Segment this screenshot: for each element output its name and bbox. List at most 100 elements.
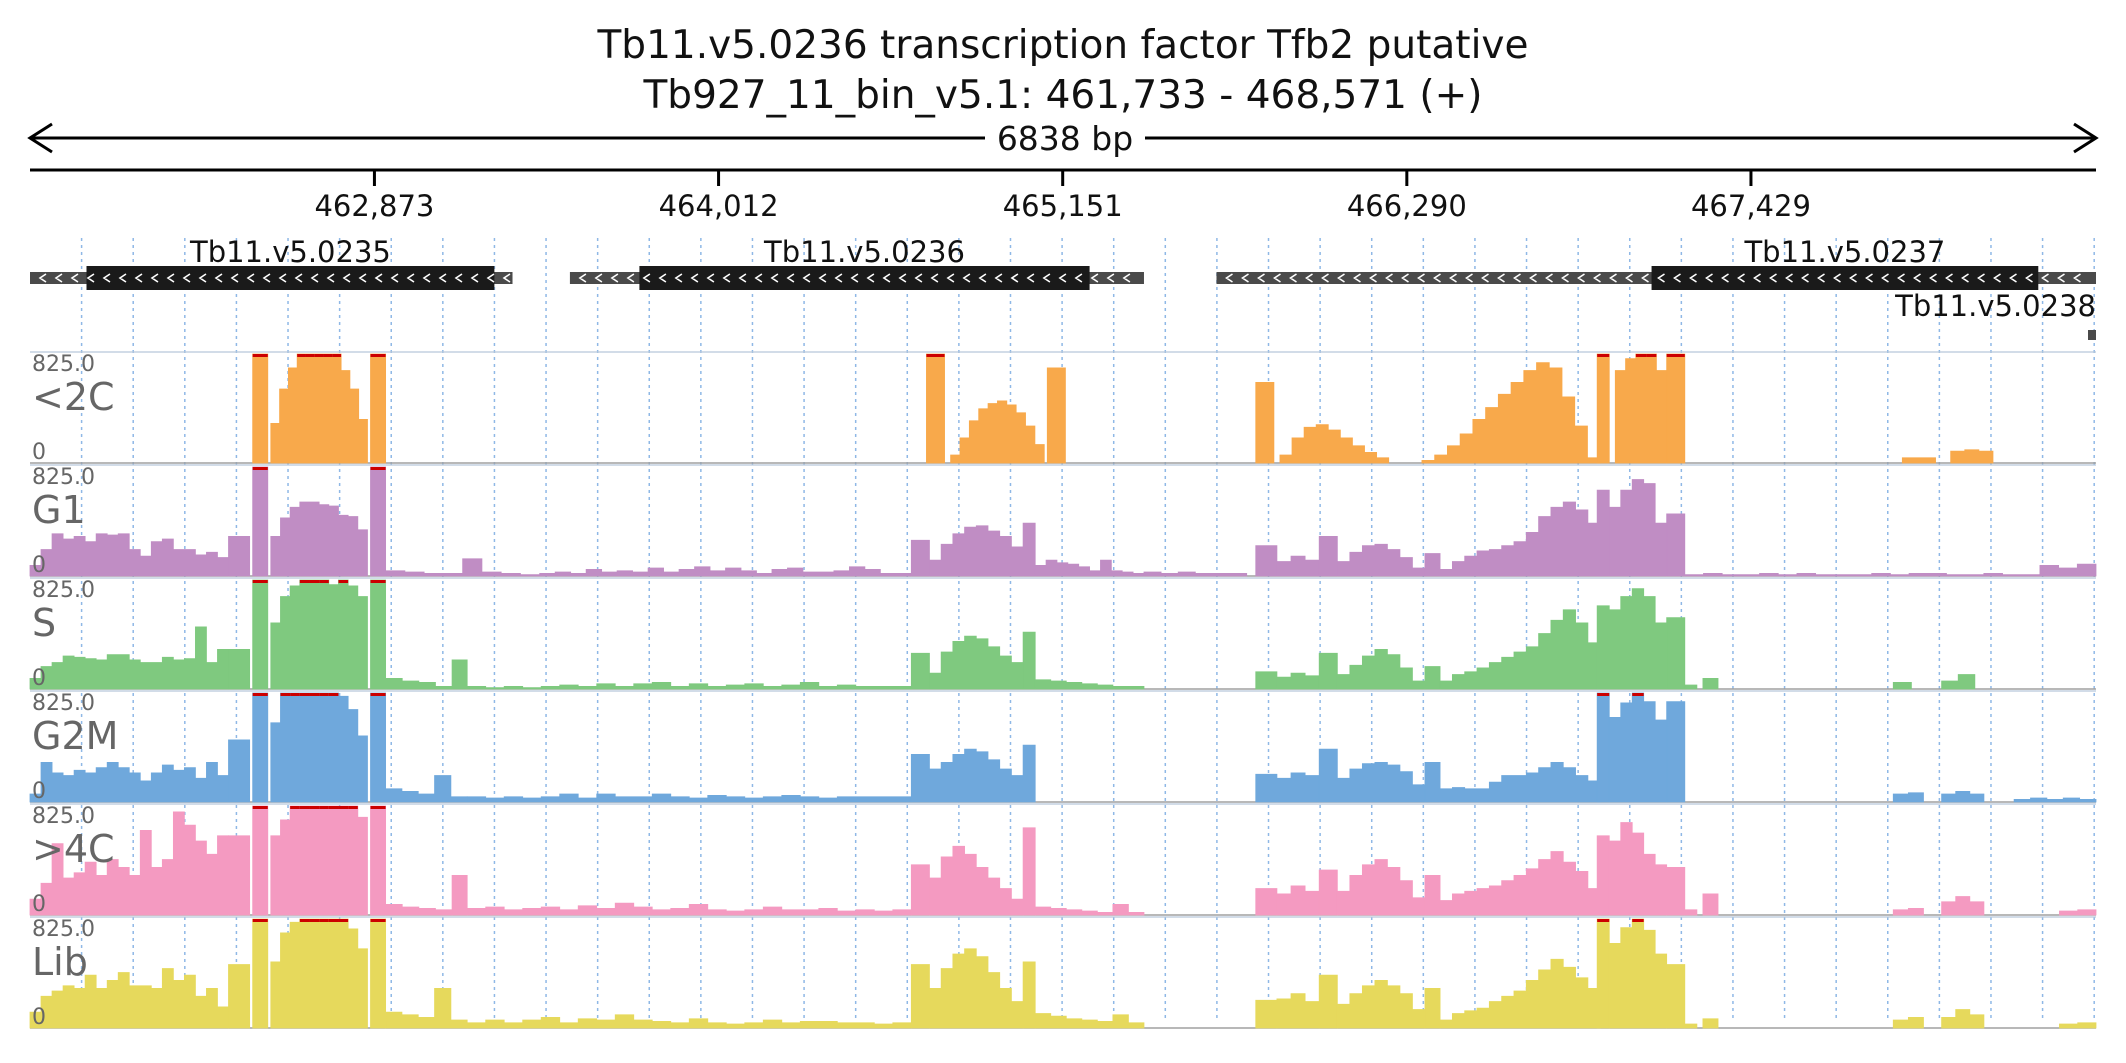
coverage-area — [252, 466, 269, 577]
gene-label: Tb11.v5.0238 — [1894, 289, 2096, 323]
coverage-area — [1892, 681, 1912, 690]
coverage-area — [228, 739, 251, 803]
coverage-area — [370, 918, 387, 1029]
ruler-tick-label: 467,429 — [1691, 189, 1811, 223]
coverage-area — [370, 692, 387, 803]
coverage-area — [370, 805, 387, 916]
coverage-area — [1255, 671, 1278, 690]
coverage-area — [910, 652, 930, 690]
span-label: 6838 bp — [997, 119, 1133, 158]
coverage-area — [29, 811, 229, 916]
ruler-tick-label: 464,012 — [659, 189, 779, 223]
coverage-area — [385, 558, 541, 577]
clipping-marker — [1597, 919, 1610, 922]
coverage-area — [910, 964, 930, 1029]
coverage-area — [370, 466, 387, 577]
coverage-area — [1608, 822, 1668, 916]
coverage-area — [29, 968, 229, 1029]
strand-chevron-icon — [578, 273, 1131, 283]
coverage-area — [1421, 362, 1601, 464]
gene-cds — [86, 266, 495, 290]
coverage-area — [1255, 382, 1275, 464]
coverage-area — [910, 864, 930, 916]
coverage-area — [2059, 1022, 2097, 1029]
coverage-area — [1276, 885, 1320, 916]
coverage-area — [1439, 761, 1601, 803]
coverage-area — [1318, 535, 1338, 577]
coverage-area — [466, 681, 912, 690]
coverage-area — [910, 754, 930, 803]
gene-label: Tb11.v5.0236 — [763, 235, 965, 269]
coverage-area — [466, 1014, 912, 1029]
coverage-area — [385, 904, 453, 916]
coverage-area — [929, 948, 1024, 1029]
coverage-area — [1666, 867, 1686, 916]
coverage-area — [1439, 958, 1601, 1029]
coverage-area — [1336, 761, 1426, 803]
clipping-marker — [252, 693, 268, 696]
track-ymin-label: 0 — [32, 440, 46, 465]
coverage-area — [1892, 792, 1924, 803]
clipping-marker — [332, 354, 342, 357]
coverage-area — [252, 353, 269, 464]
coverage-area — [1336, 543, 1426, 577]
clipping-marker — [370, 354, 386, 357]
clipping-marker — [1666, 354, 1685, 357]
gene-model: Tb11.v5.0236 — [569, 235, 1144, 290]
clipping-marker — [328, 693, 339, 696]
coverage-area — [1318, 974, 1338, 1029]
clipping-marker — [305, 354, 315, 357]
span-arrow-left-icon — [27, 122, 53, 154]
coverage-area — [1022, 961, 1036, 1029]
span-arrow-right-icon — [2073, 122, 2099, 154]
coverage-area — [270, 805, 368, 916]
coverage-track: 825.0 0 <2C — [30, 351, 2096, 465]
track-ymin-label: 0 — [32, 779, 46, 804]
coverage-area — [1684, 1023, 1698, 1029]
coverage-area — [1336, 648, 1426, 690]
coverage-area — [929, 845, 1024, 916]
chart-title: Tb11.v5.0236 transcription factor Tfb2 p… — [596, 23, 1528, 68]
coverage-area — [1950, 449, 1994, 464]
clipping-marker — [309, 580, 320, 583]
coverage-area — [270, 579, 368, 690]
coverage-area — [1276, 772, 1320, 803]
coverage-area — [1941, 896, 1985, 916]
coverage-area — [2013, 797, 2097, 803]
coverage-area — [228, 648, 251, 690]
coverage-area — [1336, 859, 1426, 916]
gene-model: Tb11.v5.0238 — [1894, 289, 2096, 340]
coverage-area — [910, 539, 930, 577]
coverage-area — [228, 835, 251, 916]
clipping-marker — [1597, 693, 1610, 696]
coverage-area — [1941, 674, 1976, 690]
coverage-area — [1608, 588, 1668, 690]
track-name-label: G1 — [32, 488, 86, 532]
ruler-tick-label: 465,151 — [1003, 189, 1123, 223]
coverage-area — [1034, 904, 1145, 916]
clipping-marker — [319, 806, 329, 809]
coverage-area — [929, 748, 1024, 803]
coverage-area — [1901, 457, 1936, 464]
clipping-marker — [370, 806, 386, 809]
coverage-area — [370, 353, 387, 464]
coverage-area — [1034, 559, 1145, 577]
track-ymax-label: 825.0 — [32, 352, 95, 377]
coverage-area — [950, 400, 1045, 464]
coverage-area — [1666, 617, 1686, 690]
clipping-marker — [252, 467, 268, 470]
coverage-area — [228, 535, 251, 577]
track-ymax-label: 825.0 — [32, 578, 95, 603]
track-ymax-label: 825.0 — [32, 917, 95, 942]
coverage-area — [1255, 773, 1278, 803]
gene-label: Tb11.v5.0235 — [189, 235, 391, 269]
coverage-area — [1608, 479, 1668, 577]
chart-subtitle: Tb927_11_bin_v5.1: 461,733 - 468,571 (+) — [642, 73, 1482, 118]
coverage-area — [1276, 555, 1320, 577]
coverage-area — [1684, 909, 1698, 916]
coverage-area — [1424, 666, 1441, 690]
coverage-area — [1596, 605, 1610, 690]
clipping-marker — [309, 693, 320, 696]
gene-model: Tb11.v5.0235 — [30, 235, 513, 290]
clipping-marker — [328, 919, 339, 922]
